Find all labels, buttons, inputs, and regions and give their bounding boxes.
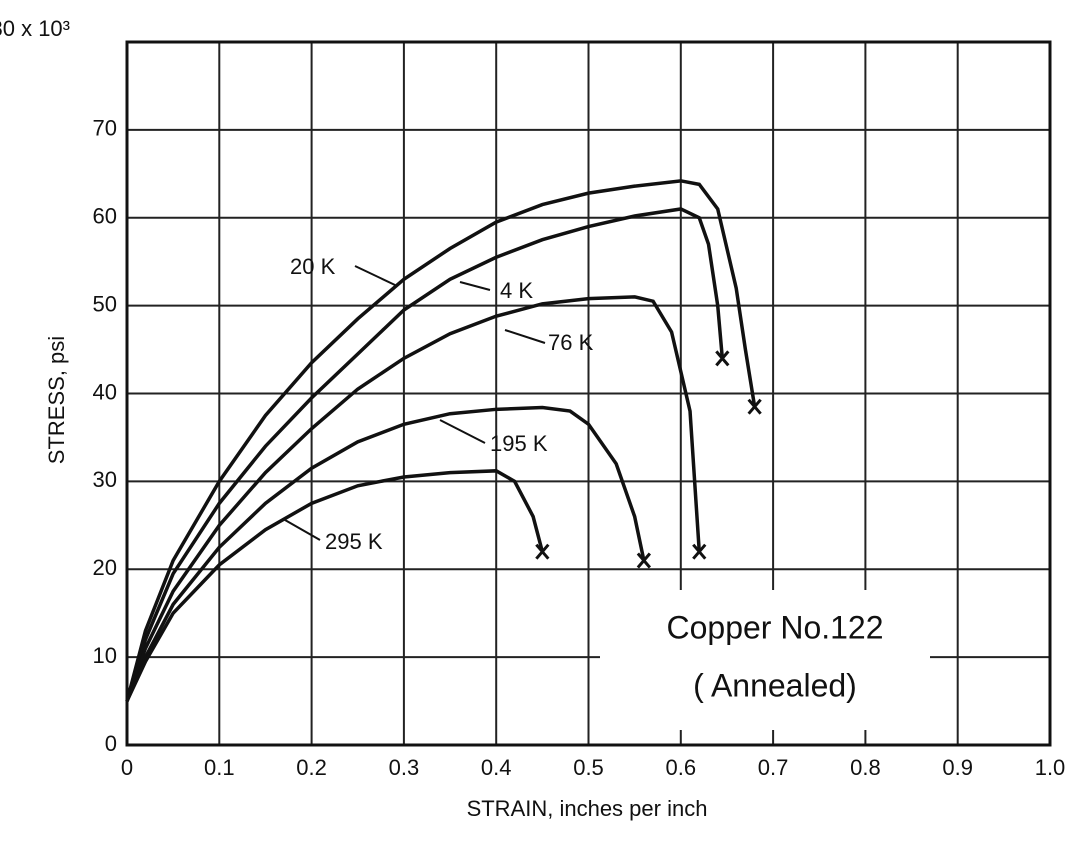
line-series <box>125 295 702 702</box>
y-tick-label: 0 <box>105 731 117 756</box>
annotation: ( Annealed) <box>693 667 857 703</box>
end-marker <box>747 398 762 415</box>
end-marker <box>692 543 707 560</box>
x-tick-label: 0.8 <box>850 755 881 780</box>
x-tick-label: 0.5 <box>573 755 604 780</box>
leader-line <box>504 329 546 344</box>
x-tick-label: 0 <box>121 755 133 780</box>
line-series <box>125 469 545 702</box>
series-label: 20 K <box>290 254 336 279</box>
leader-line <box>284 519 321 541</box>
x-tick-label: 0.9 <box>942 755 973 780</box>
x-tick-label: 1.0 <box>1035 755 1066 780</box>
x-tick-label: 0.7 <box>758 755 789 780</box>
annotation-box <box>600 590 930 730</box>
line-series <box>125 405 646 702</box>
y-tick-label: 30 <box>93 467 117 492</box>
line-series <box>125 179 757 702</box>
series-label: 195 K <box>490 431 548 456</box>
series-label: 4 K <box>500 278 533 303</box>
y-tick-label: 60 <box>93 204 117 229</box>
leader-line <box>439 419 486 444</box>
y-tick-label: 70 <box>93 116 117 141</box>
x-axis-label: STRAIN, inches per inch <box>467 796 708 821</box>
y-tick-label: 80 x 10³ <box>0 16 70 41</box>
annotation: Copper No.122 <box>666 609 883 645</box>
y-axis-label: STRESS, psi <box>44 336 69 464</box>
leader-line <box>354 265 396 286</box>
end-marker <box>636 552 652 569</box>
y-tick-label: 50 <box>93 291 117 316</box>
x-tick-label: 0.2 <box>296 755 327 780</box>
x-tick-label: 0.1 <box>204 755 235 780</box>
y-tick-label: 20 <box>93 555 117 580</box>
series-label: 76 K <box>548 330 594 355</box>
x-tick-label: 0.3 <box>389 755 420 780</box>
series-label: 295 K <box>325 529 383 554</box>
end-marker <box>535 543 550 560</box>
x-tick-label: 0.6 <box>666 755 697 780</box>
plot-frame <box>125 40 1052 747</box>
x-tick-label: 0.4 <box>481 755 512 780</box>
leader-line <box>459 281 491 291</box>
y-tick-label: 10 <box>93 643 117 668</box>
line-series <box>125 207 725 702</box>
y-tick-label: 40 <box>93 379 117 404</box>
end-marker <box>715 350 730 367</box>
